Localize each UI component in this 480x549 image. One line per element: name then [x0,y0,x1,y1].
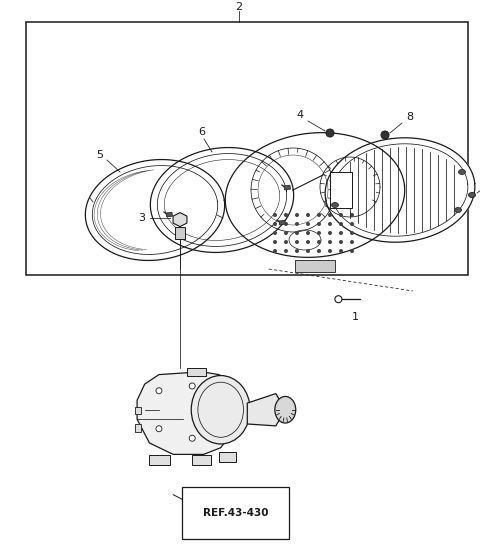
Ellipse shape [350,249,354,253]
Ellipse shape [317,231,321,235]
Ellipse shape [306,213,310,217]
Ellipse shape [306,231,310,235]
Ellipse shape [284,231,288,235]
Bar [279,220,286,225]
Ellipse shape [339,231,343,235]
Ellipse shape [295,231,299,235]
Ellipse shape [339,249,343,253]
Polygon shape [247,394,285,426]
Ellipse shape [189,383,195,389]
Polygon shape [85,160,225,260]
Ellipse shape [455,208,461,212]
Bar [284,185,290,190]
Bar [295,260,335,272]
Ellipse shape [339,240,343,244]
Text: 5: 5 [96,150,104,160]
Bar [330,172,352,208]
Text: 1: 1 [352,312,359,322]
Ellipse shape [306,249,310,253]
Ellipse shape [275,396,296,423]
Ellipse shape [284,240,288,244]
Bar [26,22,468,274]
Ellipse shape [306,222,310,226]
Text: 6: 6 [199,127,205,137]
Bar [149,455,170,465]
Polygon shape [150,148,294,253]
Ellipse shape [156,425,162,432]
Ellipse shape [156,388,162,394]
Ellipse shape [468,193,476,198]
Ellipse shape [339,222,343,226]
Ellipse shape [317,240,321,244]
Bar [219,452,236,462]
Ellipse shape [284,222,288,226]
Polygon shape [173,212,187,227]
Ellipse shape [328,249,332,253]
Ellipse shape [381,131,389,139]
Polygon shape [325,138,475,242]
Bar [192,455,211,465]
Text: 4: 4 [297,110,303,120]
Ellipse shape [284,213,288,217]
Ellipse shape [350,240,354,244]
Ellipse shape [317,249,321,253]
Ellipse shape [350,231,354,235]
Ellipse shape [317,222,321,226]
Ellipse shape [328,240,332,244]
Ellipse shape [295,213,299,217]
Bar [166,212,172,217]
Ellipse shape [295,249,299,253]
Ellipse shape [273,231,277,235]
Ellipse shape [458,170,466,175]
Ellipse shape [295,222,299,226]
Ellipse shape [306,240,310,244]
Ellipse shape [191,376,250,444]
Bar [175,227,185,239]
Ellipse shape [189,435,195,441]
Text: 3: 3 [139,212,145,222]
Ellipse shape [295,240,299,244]
Ellipse shape [317,213,321,217]
Bar [135,424,141,432]
Ellipse shape [350,222,354,226]
Bar [135,407,141,414]
Polygon shape [137,372,238,455]
Ellipse shape [273,240,277,244]
Ellipse shape [273,213,277,217]
Ellipse shape [332,203,338,208]
Ellipse shape [335,296,342,302]
Ellipse shape [339,213,343,217]
Ellipse shape [328,231,332,235]
Ellipse shape [326,129,334,137]
Bar [188,368,206,376]
Ellipse shape [273,222,277,226]
Ellipse shape [273,249,277,253]
Text: 8: 8 [407,112,414,122]
Polygon shape [225,133,405,257]
Ellipse shape [284,249,288,253]
Ellipse shape [328,222,332,226]
Text: 2: 2 [235,2,242,12]
Ellipse shape [328,213,332,217]
Text: REF.43-430: REF.43-430 [203,508,268,518]
Ellipse shape [350,213,354,217]
